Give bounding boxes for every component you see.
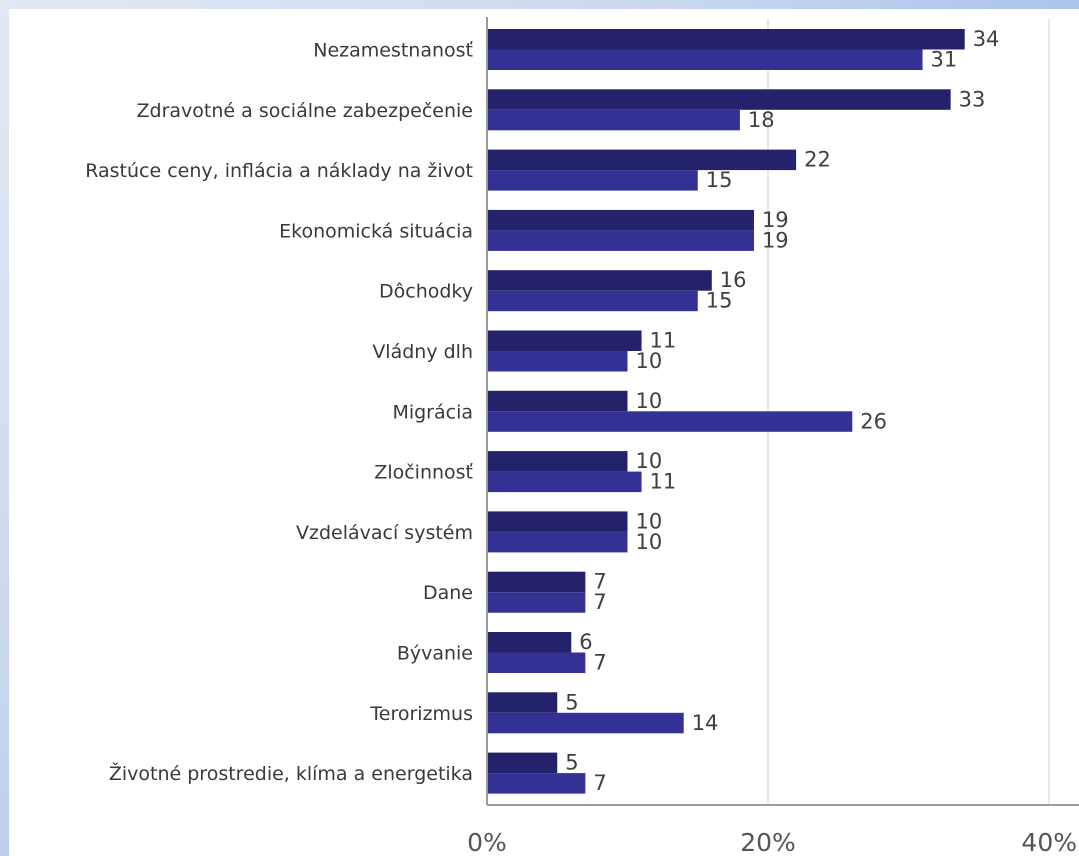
bar-series-1 bbox=[487, 632, 572, 653]
data-label: 7 bbox=[593, 651, 606, 675]
data-label: 11 bbox=[650, 470, 677, 494]
data-label: 10 bbox=[636, 389, 663, 413]
data-label: 10 bbox=[636, 509, 663, 533]
data-label: 5 bbox=[565, 690, 578, 714]
data-label: 10 bbox=[636, 449, 663, 473]
bar-series-2 bbox=[487, 49, 923, 70]
category-label: Terorizmus bbox=[369, 703, 473, 725]
bar-series-2 bbox=[487, 471, 642, 493]
bar-series-2 bbox=[487, 712, 684, 734]
category-label: Životné prostredie, klíma a energetika bbox=[109, 762, 473, 785]
bar-series-2 bbox=[487, 230, 754, 251]
data-label: 14 bbox=[692, 711, 719, 735]
bar-series-2 bbox=[487, 109, 740, 131]
data-label: 19 bbox=[762, 228, 789, 252]
bar-series-1 bbox=[487, 390, 628, 412]
data-label: 6 bbox=[579, 630, 592, 654]
bar-series-2 bbox=[487, 170, 698, 191]
bar-series-2 bbox=[487, 531, 628, 553]
bar-series-1 bbox=[487, 209, 754, 231]
data-label: 10 bbox=[636, 530, 663, 554]
data-label: 26 bbox=[860, 409, 887, 433]
data-label: 7 bbox=[593, 771, 606, 795]
data-label: 19 bbox=[762, 208, 789, 232]
bar-chart: 0% 20% 40% Nezamestnanosť 34 31 Zdravotné a so… bbox=[85, 17, 1079, 856]
x-tick-label: 0% bbox=[467, 828, 507, 856]
category-label: Vzdelávací systém bbox=[296, 522, 473, 544]
category-label: Dôchodky bbox=[379, 281, 473, 303]
bar-series-2 bbox=[487, 290, 698, 312]
data-label: 11 bbox=[650, 329, 677, 353]
category-label: Dane bbox=[423, 582, 473, 604]
data-label: 7 bbox=[593, 590, 606, 614]
bar-series-1 bbox=[487, 29, 965, 50]
data-label: 33 bbox=[959, 87, 986, 111]
category-label: Nezamestnanosť bbox=[313, 40, 473, 62]
data-label: 34 bbox=[973, 27, 1000, 51]
bar-series-1 bbox=[487, 89, 951, 110]
data-label: 31 bbox=[931, 48, 958, 72]
bar-series-1 bbox=[487, 270, 712, 291]
bar-series-1 bbox=[487, 149, 797, 171]
bar-series-2 bbox=[487, 773, 586, 794]
bar-series-2 bbox=[487, 351, 628, 372]
data-label: 15 bbox=[706, 168, 733, 192]
bar-series-2 bbox=[487, 652, 586, 673]
data-label: 22 bbox=[804, 148, 831, 172]
data-label: 16 bbox=[720, 268, 747, 292]
data-label: 5 bbox=[565, 751, 578, 775]
bar-series-2 bbox=[487, 592, 586, 613]
x-tick-label: 20% bbox=[740, 828, 796, 856]
bar-series-1 bbox=[487, 330, 642, 351]
category-label: Ekonomická situácia bbox=[279, 220, 473, 242]
category-label: Bývanie bbox=[397, 643, 473, 665]
bar-series-2 bbox=[487, 411, 853, 432]
category-label: Zdravotné a sociálne zabezpečenie bbox=[137, 100, 473, 122]
bar-series-1 bbox=[487, 752, 558, 774]
bar-series-1 bbox=[487, 571, 586, 593]
data-label: 10 bbox=[636, 349, 663, 373]
data-label: 15 bbox=[706, 289, 733, 313]
category-label: Rastúce ceny, inflácia a náklady na živo… bbox=[85, 160, 473, 182]
data-label: 7 bbox=[593, 570, 606, 594]
bar-series-1 bbox=[487, 511, 628, 532]
bar-series-1 bbox=[487, 692, 558, 713]
bar-series-1 bbox=[487, 451, 628, 472]
category-label: Zločinnosť bbox=[374, 462, 473, 484]
chart-panel: 0% 20% 40% Nezamestnanosť 34 31 Zdravotné a so… bbox=[9, 9, 1079, 856]
category-label: Vládny dlh bbox=[372, 341, 473, 363]
data-label: 18 bbox=[748, 108, 775, 132]
category-label: Migrácia bbox=[392, 401, 473, 423]
x-tick-label: 40% bbox=[1021, 828, 1077, 856]
